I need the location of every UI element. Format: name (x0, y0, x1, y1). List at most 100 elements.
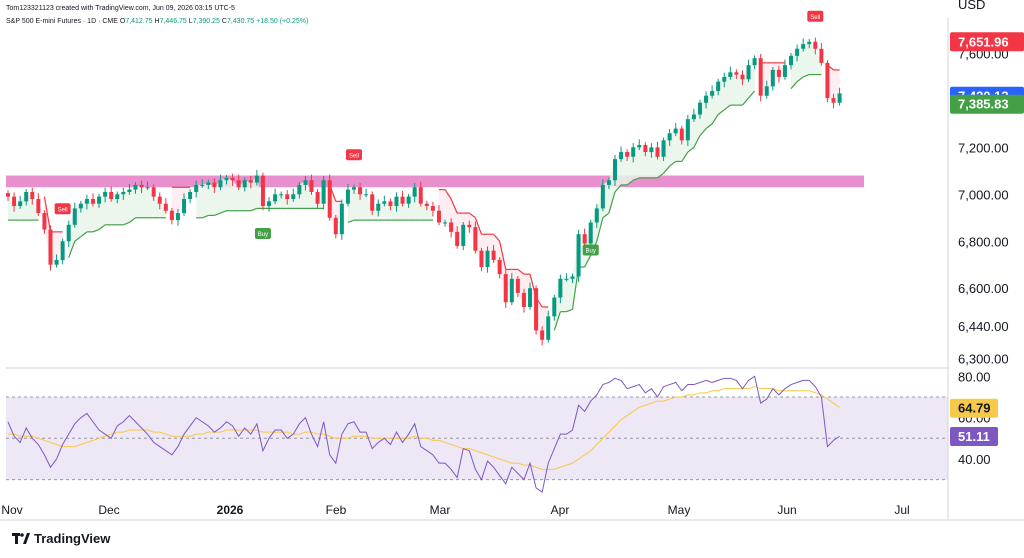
trend-fill (305, 180, 312, 209)
candle (491, 250, 496, 261)
symbol-name: S&P 500 E-mini Futures · 1D · CME (6, 18, 118, 25)
candle (795, 48, 800, 56)
trend-fill (766, 62, 773, 87)
trend-fill (86, 199, 93, 232)
candle (388, 201, 393, 207)
candle (691, 114, 696, 120)
price-badge (950, 94, 1024, 114)
candle (831, 98, 836, 103)
candle (588, 222, 593, 244)
candle (801, 44, 806, 49)
trend-fill (730, 72, 737, 106)
price-badge (950, 32, 1024, 52)
candle (133, 184, 138, 190)
candle (224, 177, 229, 181)
candle (115, 194, 120, 199)
price-tick-label: 6,300.00 (958, 352, 1009, 367)
candle (661, 140, 666, 157)
trend-fill (736, 74, 743, 106)
tradingview-logo: TradingView (12, 531, 110, 546)
x-tick-label: Dec (98, 503, 119, 517)
trend-line (687, 146, 695, 153)
trend-fill (281, 194, 288, 209)
trend-fill (360, 194, 367, 221)
candle (643, 145, 648, 153)
candle (685, 119, 690, 141)
candle (746, 65, 751, 80)
x-tick-label: Feb (326, 503, 347, 517)
candle (163, 203, 168, 211)
trend-line (499, 241, 507, 270)
candle (42, 213, 47, 230)
candle (515, 278, 520, 293)
candle (758, 58, 763, 96)
candle (242, 180, 247, 188)
price-tick-label: 6,440.00 (958, 319, 1009, 334)
candle (182, 199, 187, 214)
candle (770, 69, 775, 87)
x-tick-label: Apr (551, 503, 570, 517)
candle (485, 250, 490, 268)
candle (206, 182, 211, 185)
candle (327, 180, 332, 218)
candle (364, 194, 369, 196)
candle (710, 91, 715, 96)
trend-fill (129, 184, 136, 223)
rsi-badge (950, 398, 998, 418)
candle (819, 48, 824, 63)
candle (552, 297, 557, 317)
candle (764, 86, 769, 96)
trend-line (347, 219, 355, 224)
candle (534, 288, 539, 331)
price-tick-label: 7,000.00 (958, 187, 1009, 202)
trend-line (790, 81, 798, 90)
trend-line (711, 114, 719, 125)
trend-fill (353, 187, 361, 221)
symbol-legend[interactable]: S&P 500 E-mini Futures · 1D · CME O7,412… (6, 18, 308, 25)
trend-line (214, 212, 221, 216)
candle (303, 180, 308, 185)
candle (285, 194, 290, 199)
trend-line (693, 135, 701, 148)
candle (600, 184, 605, 209)
trend-line (493, 233, 501, 242)
candle (503, 274, 508, 303)
rsi-badge-label: 64.79 (958, 401, 991, 416)
trend-fill (311, 191, 318, 209)
trend-fill (184, 187, 191, 199)
candle (558, 278, 563, 298)
candle (606, 180, 611, 185)
candle (412, 187, 417, 197)
candle (291, 194, 296, 199)
price-tick-label: 6,800.00 (958, 234, 1009, 249)
candle (309, 180, 314, 192)
candle (449, 222, 454, 232)
candle (473, 227, 478, 251)
trend-line (517, 268, 525, 275)
trend-line (80, 231, 88, 238)
trend-line (748, 90, 756, 99)
trend-line (602, 212, 610, 219)
trend-fill (177, 187, 185, 214)
trend-line (699, 128, 707, 137)
trend-fill (232, 180, 239, 211)
candle (467, 224, 472, 228)
ohlc-low: 7,390.25 (192, 18, 220, 25)
trend-line (68, 241, 76, 258)
candle (151, 187, 156, 197)
price-badge-label: 7,651.96 (958, 34, 1009, 49)
candle (479, 250, 484, 268)
trend-line (43, 196, 52, 232)
candle (72, 208, 77, 225)
x-tick-label: Nov (1, 503, 22, 517)
candle (145, 187, 150, 189)
candle (734, 72, 739, 75)
trend-line (608, 191, 616, 214)
trend-line (444, 189, 452, 200)
signal-badge (582, 244, 599, 256)
candle (461, 224, 466, 246)
candle (60, 241, 65, 261)
candle (315, 191, 320, 204)
trend-line (468, 212, 476, 219)
